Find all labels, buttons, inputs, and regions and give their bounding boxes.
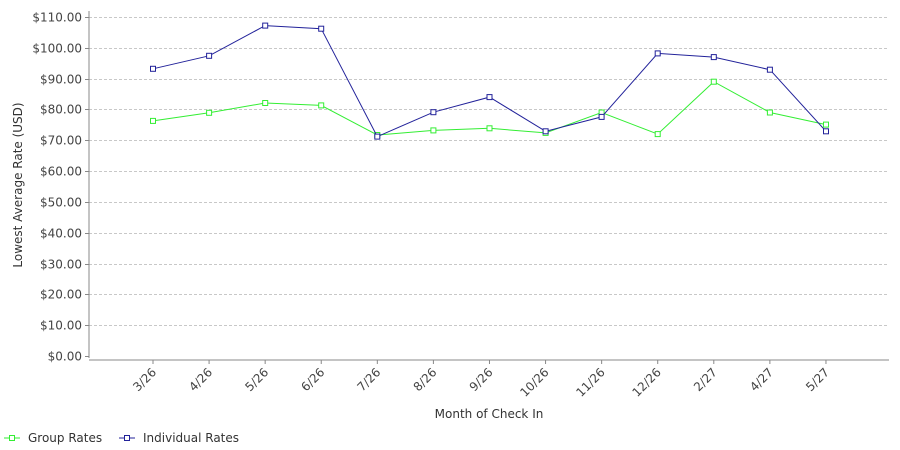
x-tick-label: 7/26 (354, 365, 383, 394)
legend-marker (124, 435, 130, 441)
data-point (654, 131, 661, 138)
data-point (318, 25, 325, 32)
data-point (374, 133, 381, 140)
data-point (150, 65, 156, 72)
x-tick-label: 12/26 (629, 365, 663, 399)
y-tick-label: $70.00 (40, 134, 82, 148)
data-point (430, 127, 437, 134)
series-lines (150, 22, 829, 140)
data-point (542, 128, 549, 135)
data-point (823, 128, 829, 135)
x-tick-label: 6/26 (298, 365, 327, 394)
x-tick-label: 8/26 (411, 365, 440, 394)
data-point (766, 66, 773, 73)
data-point (486, 125, 493, 132)
legend-item: Individual Rates (119, 431, 239, 445)
x-tick-label: 2/27 (691, 365, 720, 394)
data-point (598, 113, 605, 120)
data-point (710, 54, 717, 61)
legend-marker (9, 435, 15, 441)
x-tick-label: 5/27 (803, 365, 832, 394)
x-tick-label: 10/26 (517, 365, 551, 399)
legend-label: Group Rates (28, 431, 102, 445)
data-point (262, 100, 269, 106)
x-tick-label: 3/26 (130, 365, 159, 394)
y-tick-label: $40.00 (40, 227, 82, 241)
x-tick-label: 9/26 (467, 365, 496, 394)
gridlines (89, 17, 889, 326)
legend-label: Individual Rates (143, 431, 239, 445)
y-tick-label: $10.00 (40, 319, 82, 333)
y-tick-label: $0.00 (48, 350, 82, 364)
x-tick-label: 5/26 (242, 365, 271, 394)
x-axis-ticks: 3/26 4/26 5/26 6/26 7/26 8/26 9/26 10/26 11/26 12… (130, 360, 832, 400)
series-line (152, 25, 827, 138)
data-point (150, 117, 156, 124)
y-axis-title: Lowest Average Rate (USD) (11, 102, 25, 267)
x-tick-label: 4/27 (747, 365, 776, 394)
y-tick-label: $50.00 (40, 196, 82, 210)
data-point (710, 78, 717, 85)
y-tick-label: $100.00 (32, 42, 82, 56)
data-point (486, 94, 493, 101)
data-point (654, 50, 661, 57)
y-tick-label: $110.00 (32, 11, 82, 25)
series-individual-rates (150, 22, 829, 140)
data-point (766, 109, 773, 116)
data-point (262, 22, 269, 29)
legend-item: Group Rates (4, 431, 102, 445)
y-tick-label: $30.00 (40, 258, 82, 272)
y-tick-label: $20.00 (40, 288, 82, 302)
series-group-rates (150, 78, 829, 138)
data-point (206, 109, 213, 116)
x-tick-label: 11/26 (573, 365, 607, 399)
data-point (206, 52, 213, 59)
legend: Group Rates Individual Rates (4, 431, 239, 445)
y-tick-label: $90.00 (40, 73, 82, 87)
data-point (318, 102, 325, 109)
y-tick-label: $60.00 (40, 165, 82, 179)
y-axis-ticks: $0.00 $10.00 $20.00 $30.00 $40.00 $50.00 $60.0… (32, 11, 89, 364)
data-point (823, 121, 829, 128)
x-axis-title: Month of Check In (435, 407, 544, 421)
x-tick-label: 4/26 (186, 365, 215, 394)
data-point (430, 109, 437, 116)
y-tick-label: $80.00 (40, 103, 82, 117)
